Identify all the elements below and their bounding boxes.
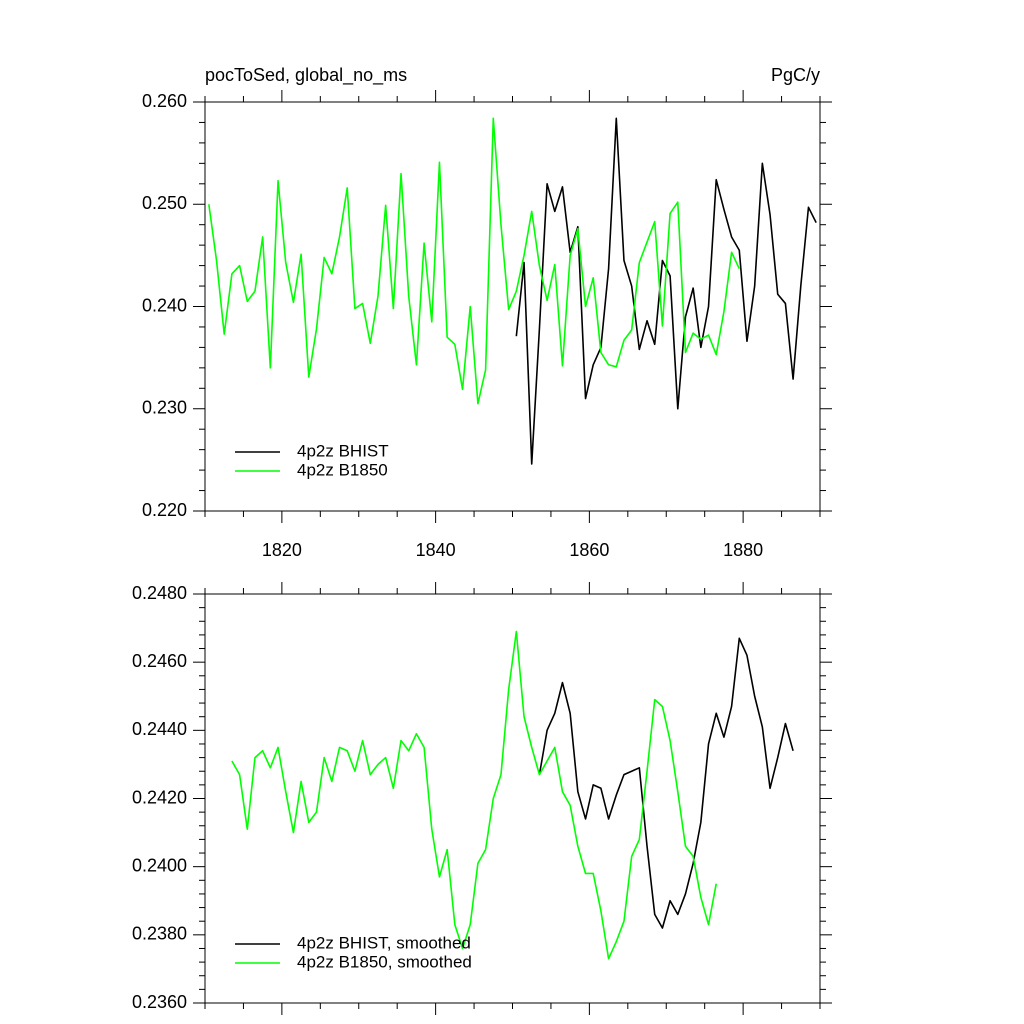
legend-label: 4p2z B1850, smoothed — [297, 952, 472, 971]
y-tick-label: 0.2360 — [132, 992, 187, 1012]
y-tick-label: 0.2480 — [132, 583, 187, 603]
series-line — [208, 117, 741, 405]
x-tick-label: 1820 — [262, 540, 302, 560]
series-line — [231, 630, 718, 960]
series-line — [538, 637, 794, 929]
y-tick-label: 0.2380 — [132, 924, 187, 944]
legend-label: 4p2z B1850 — [297, 460, 388, 479]
series-line — [515, 117, 817, 465]
y-tick-label: 0.2460 — [132, 651, 187, 671]
x-tick-label: 1840 — [416, 540, 456, 560]
y-tick-label: 0.250 — [142, 193, 187, 213]
chart-title: pocToSed, global_no_ms — [205, 65, 407, 86]
x-tick-label: 1880 — [723, 540, 763, 560]
legend-label: 4p2z BHIST — [297, 441, 389, 460]
y-tick-label: 0.220 — [142, 500, 187, 520]
x-tick-label: 1860 — [569, 540, 609, 560]
units-label: PgC/y — [771, 65, 820, 85]
y-tick-label: 0.2420 — [132, 787, 187, 807]
y-tick-label: 0.2400 — [132, 855, 187, 875]
y-tick-label: 0.2440 — [132, 719, 187, 739]
y-tick-label: 0.240 — [142, 295, 187, 315]
y-tick-label: 0.230 — [142, 398, 187, 418]
legend-label: 4p2z BHIST, smoothed — [297, 933, 471, 952]
y-tick-label: 0.260 — [142, 91, 187, 111]
